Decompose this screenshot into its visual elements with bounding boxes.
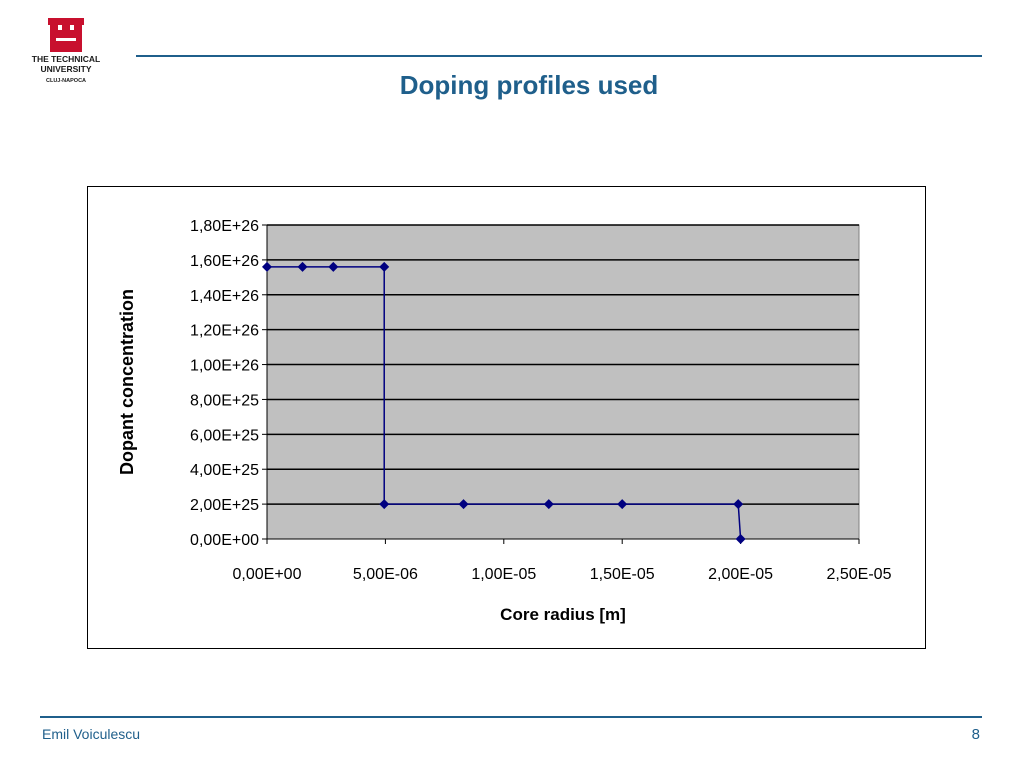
y-tick-label: 1,20E+26: [190, 323, 259, 340]
slide-title: Doping profiles used: [399, 70, 659, 100]
y-axis-title: Dopant concentration: [117, 289, 137, 475]
data-point-marker: [328, 261, 339, 272]
x-tick-label: 2,50E-05: [827, 566, 892, 583]
y-tick-label: 6,00E+25: [190, 427, 259, 444]
university-emblem-icon: [48, 18, 84, 52]
y-tick-label: 4,00E+25: [190, 462, 259, 479]
data-point-marker: [617, 499, 628, 510]
data-point-marker: [458, 499, 469, 510]
logo-text-line2: UNIVERSITY: [40, 64, 92, 74]
y-tick-label: 8,00E+25: [190, 392, 259, 409]
data-point-marker: [262, 261, 272, 272]
logo-text-line1: THE TECHNICAL: [31, 54, 101, 64]
y-tick-label: 1,40E+26: [190, 288, 259, 305]
data-point-marker: [543, 499, 554, 510]
header-divider: [136, 55, 982, 57]
y-tick-label: 2,00E+25: [190, 497, 259, 514]
page-number: 8: [971, 726, 980, 743]
x-tick-label: 2,00E-05: [708, 566, 773, 583]
x-axis-title: Core radius [m]: [500, 605, 626, 624]
data-point-marker: [297, 261, 308, 272]
chart-frame: 0,00E+00 2,00E+25 4,00E+25 6,00E+25 8,00E+25…: [87, 186, 926, 649]
y-tick-label: 1,80E+26: [190, 218, 259, 235]
university-logo: THE TECHNICAL UNIVERSITY CLUJ-NAPOCA: [14, 16, 118, 96]
series-line: [267, 266, 742, 540]
y-tick-label: 1,60E+26: [190, 253, 259, 270]
doping-profile-chart: 0,00E+00 2,00E+25 4,00E+25 6,00E+25 8,00E+25…: [117, 218, 892, 624]
x-tick-label: 0,00E+00: [233, 566, 302, 583]
data-point-marker: [379, 499, 390, 510]
data-point-marker: [735, 534, 746, 544]
footer-divider: [40, 716, 982, 718]
y-tick-label: 0,00E+00: [190, 532, 259, 549]
footer-author: Emil Voiculescu: [42, 726, 141, 742]
x-tick-label: 1,50E-05: [590, 566, 655, 583]
y-tick-label: 1,00E+26: [190, 358, 259, 375]
x-tick-label: 5,00E-06: [353, 566, 418, 583]
data-point-marker: [733, 499, 744, 510]
x-tick-label: 1,00E-05: [471, 566, 536, 583]
plot-area: [266, 224, 860, 540]
data-point-marker: [379, 261, 390, 272]
logo-text-line3: CLUJ-NAPOCA: [45, 78, 87, 84]
